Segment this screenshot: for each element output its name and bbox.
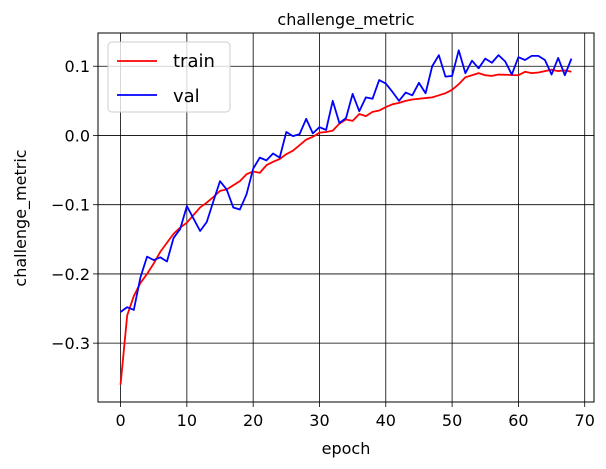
y-tick-labels: −0.3 −0.2 −0.1 0.0 0.1 [51,57,90,353]
x-axis-title: epoch [322,439,371,458]
series-line-val [120,49,573,313]
legend: train val [107,41,231,113]
x-tick-label: 30 [309,411,329,430]
x-tick-labels: 0 10 20 30 40 50 60 70 [115,411,594,430]
grid [98,33,594,402]
x-tick-label: 10 [177,411,197,430]
y-tick-label: −0.2 [51,265,90,284]
y-axis-title: challenge_metric [11,149,31,286]
legend-label-val: val [173,86,200,107]
y-tick-label: 0.1 [65,57,90,76]
y-tick-label: −0.3 [51,334,90,353]
series-lines [119,49,573,385]
x-tick-label: 0 [115,411,125,430]
y-tick-label: 0.0 [65,126,90,145]
plot-frame [97,32,595,403]
x-tick-label: 20 [243,411,263,430]
ticks [93,65,586,407]
x-tick-label: 50 [442,411,462,430]
x-tick-label: 40 [376,411,396,430]
legend-label-train: train [173,51,215,72]
y-tick-label: −0.1 [51,196,90,215]
chart-title: challenge_metric [277,10,414,30]
x-tick-label: 60 [508,411,528,430]
x-tick-label: 70 [575,411,595,430]
